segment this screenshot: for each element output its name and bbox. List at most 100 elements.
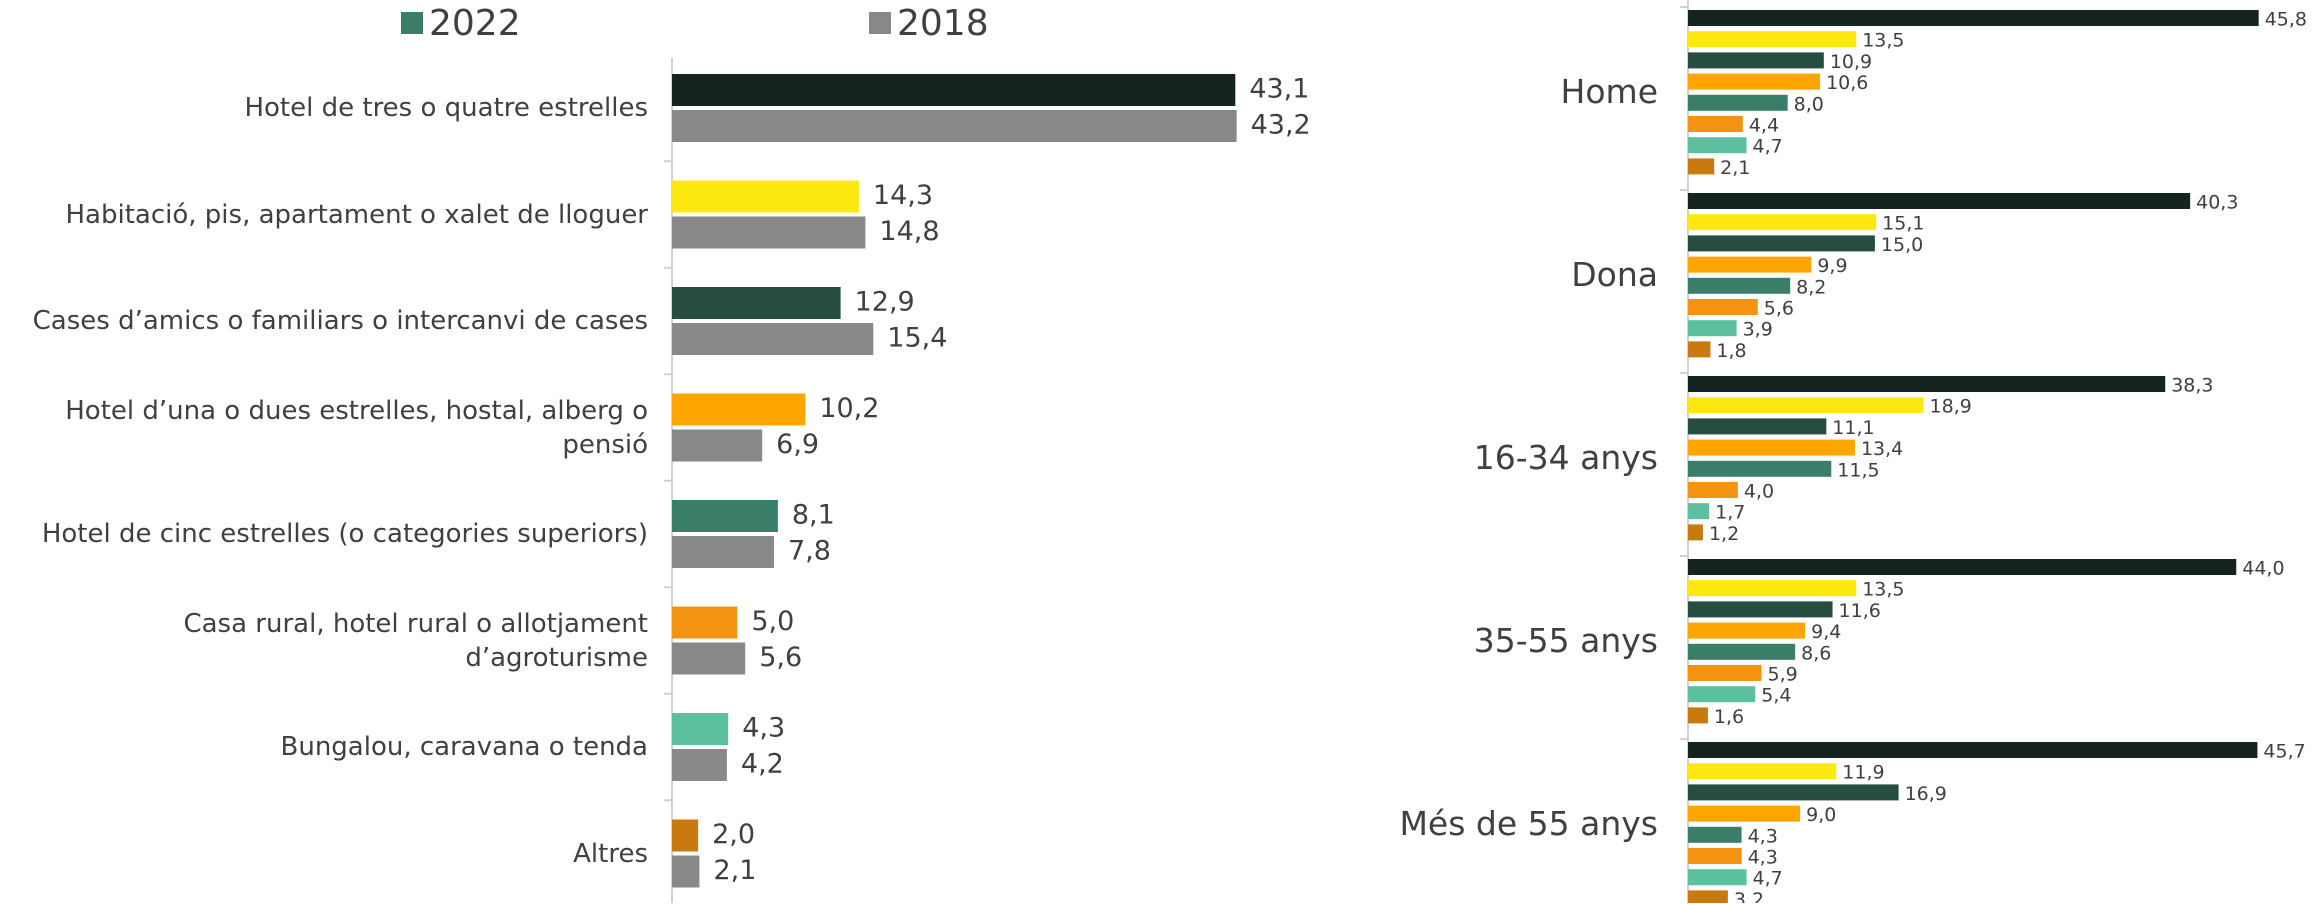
bar <box>672 642 746 675</box>
bar <box>672 606 738 639</box>
value-label: 14,8 <box>879 216 939 247</box>
category-label: Hotel d’una o dues estrelles, hostal, al… <box>65 395 648 460</box>
bar <box>1688 94 1788 111</box>
value-label: 11,6 <box>1839 600 1881 622</box>
bar <box>1688 559 2237 575</box>
value-label: 4,3 <box>1748 847 1778 869</box>
bar <box>1688 193 2191 209</box>
value-label: 45,7 <box>2263 741 2305 763</box>
bar <box>1688 52 1824 69</box>
value-label: 5,0 <box>751 606 794 637</box>
category-label: Dona <box>1571 255 1658 295</box>
value-label: 2,0 <box>712 819 755 850</box>
value-label: 1,2 <box>1709 523 1739 545</box>
bar <box>1688 397 1924 414</box>
value-label: 9,9 <box>1817 255 1847 277</box>
bar <box>1688 482 1738 498</box>
value-label: 1,6 <box>1714 706 1744 728</box>
bar <box>1688 376 2166 392</box>
value-label: 7,8 <box>788 536 831 567</box>
value-label: 11,1 <box>1832 417 1874 439</box>
bar <box>1688 73 1821 90</box>
value-label: 13,5 <box>1862 579 1904 601</box>
bar <box>1688 665 1762 681</box>
legend-label: 2022 <box>429 3 521 44</box>
bar <box>1688 601 1833 618</box>
value-label: 5,6 <box>1764 298 1794 320</box>
value-label: 18,9 <box>1929 396 1971 418</box>
bar <box>1688 256 1812 273</box>
value-label: 2,1 <box>1720 157 1750 179</box>
category-label: 35-55 anys <box>1473 621 1658 661</box>
category-label: 16-34 anys <box>1473 438 1658 478</box>
value-label: 43,2 <box>1251 110 1311 141</box>
bar <box>672 536 774 568</box>
value-label: 45,8 <box>2265 9 2307 31</box>
bar <box>1688 137 1747 154</box>
value-label: 8,2 <box>1796 276 1826 298</box>
bar <box>1688 524 1703 541</box>
bar <box>1688 299 1758 315</box>
bar <box>672 323 874 355</box>
bar <box>1688 686 1756 703</box>
bar <box>1688 890 1728 903</box>
value-label: 9,0 <box>1806 804 1836 826</box>
bar <box>672 216 866 249</box>
bar <box>672 287 841 319</box>
bar <box>672 429 763 462</box>
bar <box>1688 31 1857 48</box>
value-label: 11,9 <box>1842 762 1884 784</box>
bar <box>1688 869 1747 886</box>
bar <box>1688 826 1742 843</box>
category-label: Hotel de cinc estrelles (o categories su… <box>41 519 648 549</box>
legend-swatch <box>869 12 891 34</box>
value-label: 8,6 <box>1801 642 1831 664</box>
bar <box>672 500 778 532</box>
value-label: 5,9 <box>1768 664 1798 686</box>
value-label: 12,9 <box>855 287 915 318</box>
bar <box>672 74 1236 106</box>
legend-swatch <box>401 12 423 34</box>
value-label: 4,7 <box>1753 136 1783 158</box>
bar <box>1688 116 1743 132</box>
bar <box>1688 742 2258 758</box>
value-label: 9,4 <box>1811 621 1841 643</box>
bar <box>1688 503 1710 520</box>
value-label: 1,7 <box>1715 502 1745 524</box>
category-label: Altres <box>573 838 648 869</box>
value-label: 4,3 <box>1748 825 1778 847</box>
value-label: 2,1 <box>713 855 756 886</box>
value-label: 5,6 <box>759 642 802 673</box>
value-label: 4,4 <box>1749 115 1779 137</box>
bar <box>1688 763 1837 780</box>
value-label: 15,4 <box>887 323 947 354</box>
value-label: 15,1 <box>1882 213 1924 235</box>
bar <box>672 393 806 426</box>
value-label: 15,0 <box>1881 234 1923 256</box>
category-label: Habitació, pis, apartament o xalet de ll… <box>65 199 649 230</box>
bar <box>1688 805 1801 822</box>
bar <box>1688 158 1715 175</box>
category-label: Home <box>1560 72 1658 112</box>
value-label: 5,4 <box>1761 685 1791 707</box>
category-label: Més de 55 anys <box>1399 804 1658 844</box>
bar <box>1688 848 1742 864</box>
value-label: 44,0 <box>2242 558 2284 580</box>
bar <box>1688 10 2259 26</box>
value-label: 4,0 <box>1744 481 1774 503</box>
value-label: 14,3 <box>873 180 933 211</box>
bar <box>1688 320 1737 337</box>
bar <box>672 855 700 888</box>
bar <box>1688 580 1857 597</box>
value-label: 40,3 <box>2196 192 2238 214</box>
value-label: 38,3 <box>2171 375 2213 397</box>
bar <box>672 749 727 781</box>
bar <box>1688 277 1791 294</box>
bar <box>1688 784 1899 801</box>
value-label: 8,1 <box>792 500 835 531</box>
bar <box>1688 622 1806 639</box>
value-label: 11,5 <box>1837 459 1879 481</box>
value-label: 13,5 <box>1862 30 1904 52</box>
value-label: 1,8 <box>1716 340 1746 362</box>
